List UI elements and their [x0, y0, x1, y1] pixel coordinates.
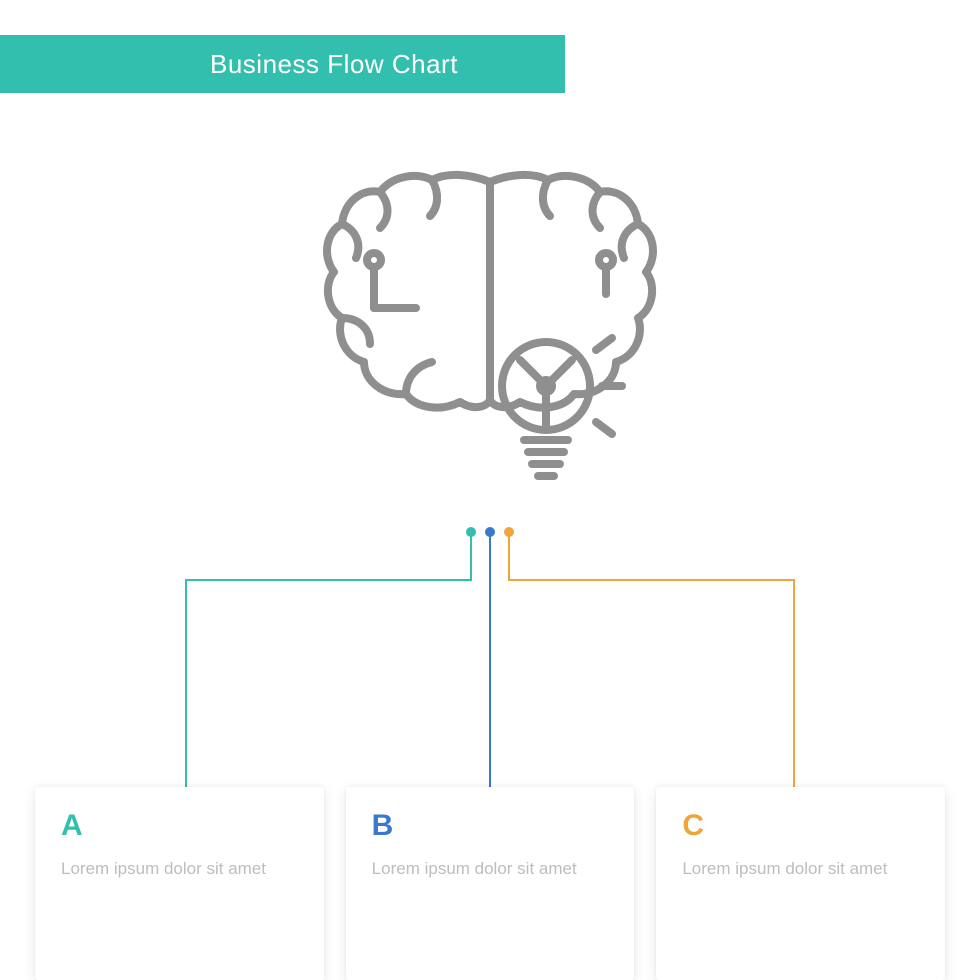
connector-dot-c: [504, 527, 514, 537]
option-letter: C: [682, 809, 919, 843]
option-card-b: B Lorem ipsum dolor sit amet: [346, 787, 635, 980]
connector-dot-a: [466, 527, 476, 537]
option-card-c: C Lorem ipsum dolor sit amet: [656, 787, 945, 980]
brain-fold-2: [380, 192, 388, 228]
connector-line-c: [509, 532, 794, 800]
title-banner: Business Flow Chart: [0, 35, 565, 93]
option-letter: B: [372, 809, 609, 843]
brain-fold-4: [342, 318, 370, 344]
brain-lightbulb-icon: [320, 150, 660, 490]
title-text: Business Flow Chart: [210, 49, 458, 80]
brain-right-outline: [490, 175, 653, 408]
brain-left-outline: [327, 175, 490, 408]
brain-fold-5: [406, 362, 432, 394]
brain-fold-1: [430, 180, 437, 216]
brain-fold-8: [622, 224, 638, 258]
connector-lines: [0, 520, 980, 800]
connector-line-a: [186, 532, 471, 800]
ray-1: [596, 338, 612, 350]
card-row: A Lorem ipsum dolor sit amet B Lorem ipsum …: [0, 787, 980, 980]
option-description: Lorem ipsum dolor sit amet: [682, 857, 919, 882]
brain-fold-6: [543, 180, 550, 216]
option-description: Lorem ipsum dolor sit amet: [372, 857, 609, 882]
option-description: Lorem ipsum dolor sit amet: [61, 857, 298, 882]
connector-dot-b: [485, 527, 495, 537]
brain-fold-3: [342, 224, 358, 258]
ray-3: [596, 422, 612, 434]
option-letter: A: [61, 809, 298, 843]
brain-fold-7: [593, 192, 601, 228]
option-card-a: A Lorem ipsum dolor sit amet: [35, 787, 324, 980]
